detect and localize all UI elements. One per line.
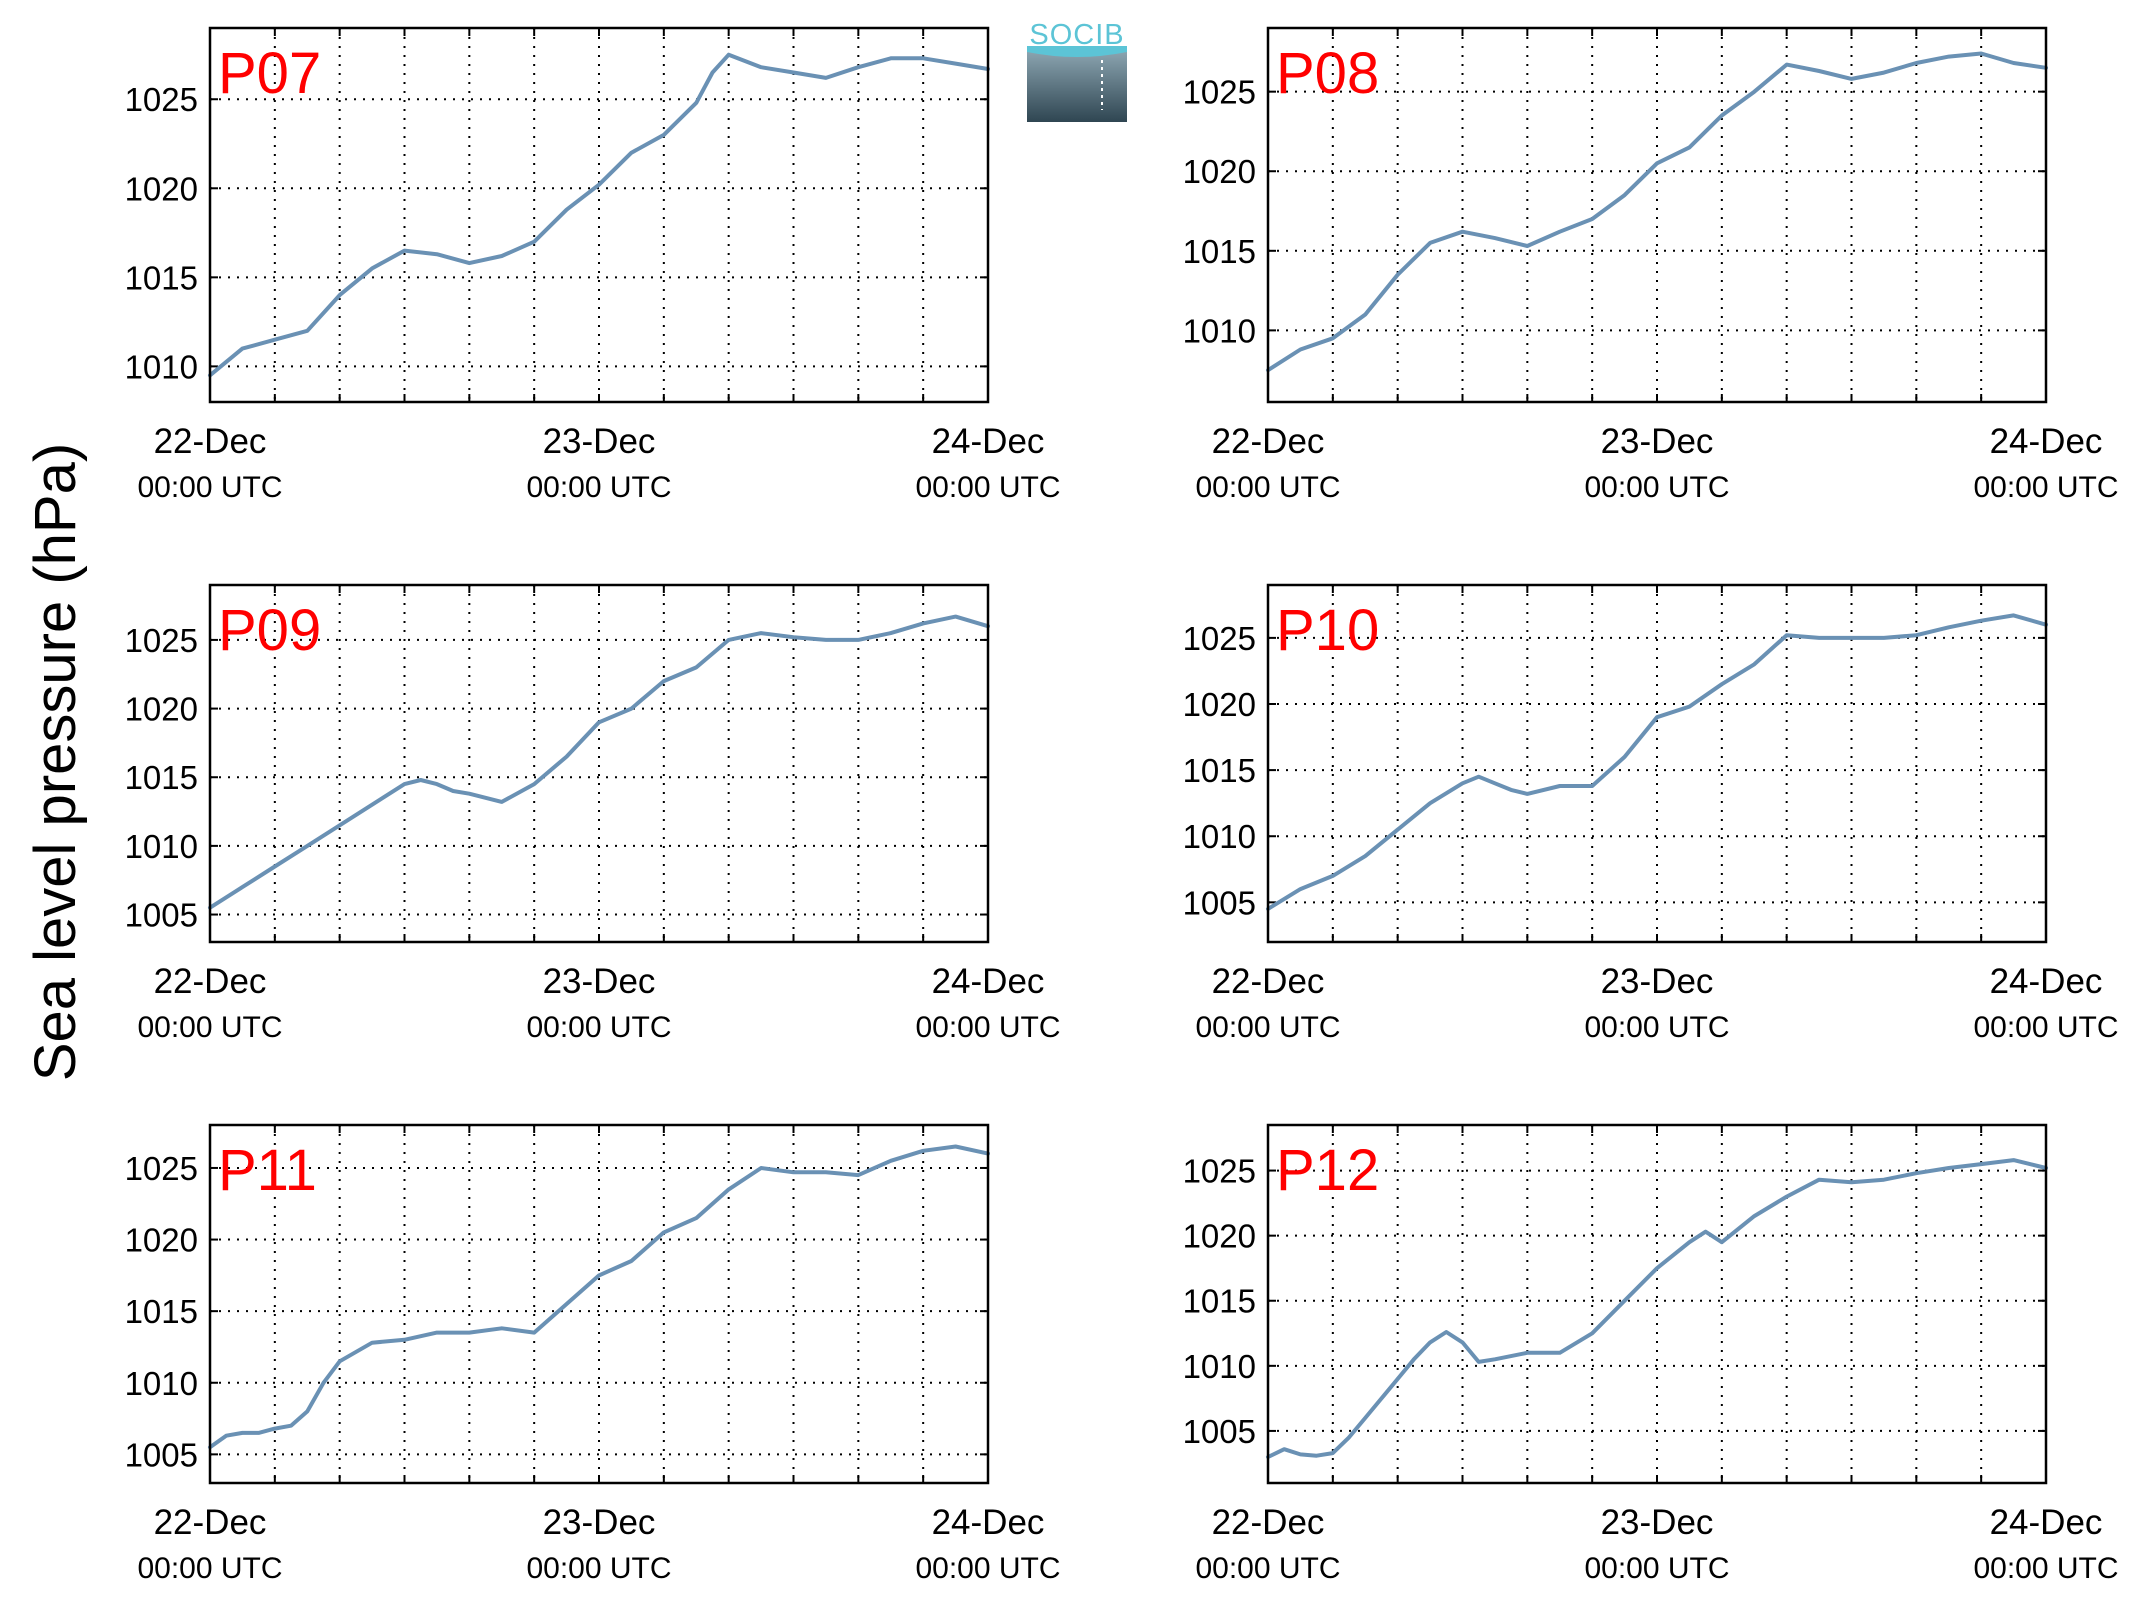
chart-panel-p12: 1005 1010 1015 1020 1025 22-Dec 00:00 UTC 23-De… [1183,1123,2119,1585]
chart-panel-p08: 1010 1015 1020 1025 22-Dec 00:00 UTC 23-Dec 00:… [1183,26,2119,504]
x-tick-label-time: 00:00 UTC [1195,1552,1340,1585]
series-line [1266,1158,2048,1459]
x-tick-label-time: 00:00 UTC [1195,1011,1340,1044]
axes-frame [1266,1123,2048,1485]
x-tick-label-date: 23-Dec [1601,422,1714,461]
y-tick-label: 1015 [125,259,198,296]
panel-title: P12 [1276,1138,1379,1203]
axes-frame [1266,26,2048,404]
y-tick-label: 1005 [125,897,198,934]
x-tick-label-time: 00:00 UTC [526,1552,671,1585]
y-tick-label: 1015 [1183,752,1256,789]
x-tick-label-date: 23-Dec [1601,962,1714,1001]
y-tick-label: 1010 [125,348,198,385]
y-tick-label: 1020 [1183,686,1256,723]
x-tick-label-date: 23-Dec [1601,1503,1714,1542]
axes-frame [208,1123,990,1485]
y-tick-label: 1010 [125,828,198,865]
x-tick-label-date: 24-Dec [1990,962,2103,1001]
panel-title: P11 [218,1138,317,1203]
x-tick-label-date: 24-Dec [1990,422,2103,461]
x-tick-label-date: 22-Dec [154,1503,267,1542]
x-tick-label-time: 00:00 UTC [1973,1552,2118,1585]
series-line [1266,613,2048,911]
series-line [208,614,990,910]
x-tick-label-time: 00:00 UTC [526,471,671,504]
x-tick-label-date: 22-Dec [1212,962,1325,1001]
logo-text: SOCIB [1029,19,1124,51]
x-tick-label-date: 22-Dec [154,422,267,461]
x-tick-label-date: 24-Dec [1990,1503,2103,1542]
y-tick-label: 1020 [125,691,198,728]
y-tick-label: 1005 [1183,884,1256,921]
y-tick-label: 1020 [1183,1218,1256,1255]
y-tick-label: 1010 [1183,818,1256,855]
x-tick-label-time: 00:00 UTC [1195,471,1340,504]
y-tick-label: 1015 [1183,233,1256,270]
chart-panel-p07: 1010 1015 1020 1025 22-Dec 00:00 UTC 23-Dec 00:… [125,26,1061,504]
y-tick-label: 1015 [125,1293,198,1330]
y-tick-label: 1010 [1183,312,1256,349]
chart-panel-p11: 1005 1010 1015 1020 1025 22-Dec 00:00 UTC 23-De… [125,1123,1061,1585]
y-tick-label: 1010 [125,1365,198,1402]
y-tick-label: 1015 [125,759,198,796]
x-tick-label-time: 00:00 UTC [137,471,282,504]
x-tick-label-time: 00:00 UTC [1973,1011,2118,1044]
y-tick-label: 1010 [1183,1348,1256,1385]
panel-title: P08 [1276,41,1379,106]
x-tick-label-time: 00:00 UTC [1973,471,2118,504]
x-tick-label-time: 00:00 UTC [915,1011,1060,1044]
x-tick-label-date: 24-Dec [932,962,1045,1001]
y-tick-label: 1020 [125,170,198,207]
y-tick-label: 1025 [1183,1153,1256,1190]
x-tick-label-time: 00:00 UTC [1584,1011,1729,1044]
series-line [208,1144,990,1450]
y-tick-label: 1025 [125,81,198,118]
y-tick-label: 1020 [125,1222,198,1259]
axes-frame [208,583,990,944]
y-tick-label: 1015 [1183,1283,1256,1320]
x-tick-label-time: 00:00 UTC [1584,1552,1729,1585]
x-tick-label-date: 23-Dec [543,1503,656,1542]
axes-frame [1266,583,2048,944]
chart-panel-p10: 1005 1010 1015 1020 1025 22-Dec 00:00 UTC 23-De… [1183,583,2119,1044]
axes-frame [208,26,990,404]
x-tick-label-date: 22-Dec [1212,422,1325,461]
y-tick-label: 1025 [125,1150,198,1187]
x-tick-label-date: 22-Dec [1212,1503,1325,1542]
socib-logo: SOCIB [1027,19,1127,122]
x-tick-label-time: 00:00 UTC [915,471,1060,504]
panel-title: P10 [1276,598,1379,663]
x-tick-label-date: 24-Dec [932,422,1045,461]
x-tick-label-date: 23-Dec [543,962,656,1001]
x-tick-label-date: 23-Dec [543,422,656,461]
series-line [208,52,990,378]
x-tick-label-date: 22-Dec [154,962,267,1001]
y-tick-label: 1020 [1183,153,1256,190]
x-tick-label-time: 00:00 UTC [137,1011,282,1044]
y-tick-label: 1025 [125,622,198,659]
y-tick-label: 1025 [1183,620,1256,657]
series-line [1266,51,2048,373]
x-tick-label-date: 24-Dec [932,1503,1045,1542]
y-tick-label: 1025 [1183,74,1256,111]
x-tick-label-time: 00:00 UTC [526,1011,671,1044]
panel-title: P07 [218,41,321,106]
panel-title: P09 [218,598,321,663]
y-axis-label: Sea level pressure (hPa) [23,443,88,1081]
x-tick-label-time: 00:00 UTC [137,1552,282,1585]
chart-panel-p09: 1005 1010 1015 1020 1025 22-Dec 00:00 UTC 23-De… [125,583,1061,1044]
x-tick-label-time: 00:00 UTC [915,1552,1060,1585]
y-tick-label: 1005 [1183,1413,1256,1450]
y-tick-label: 1005 [125,1436,198,1473]
x-tick-label-time: 00:00 UTC [1584,471,1729,504]
